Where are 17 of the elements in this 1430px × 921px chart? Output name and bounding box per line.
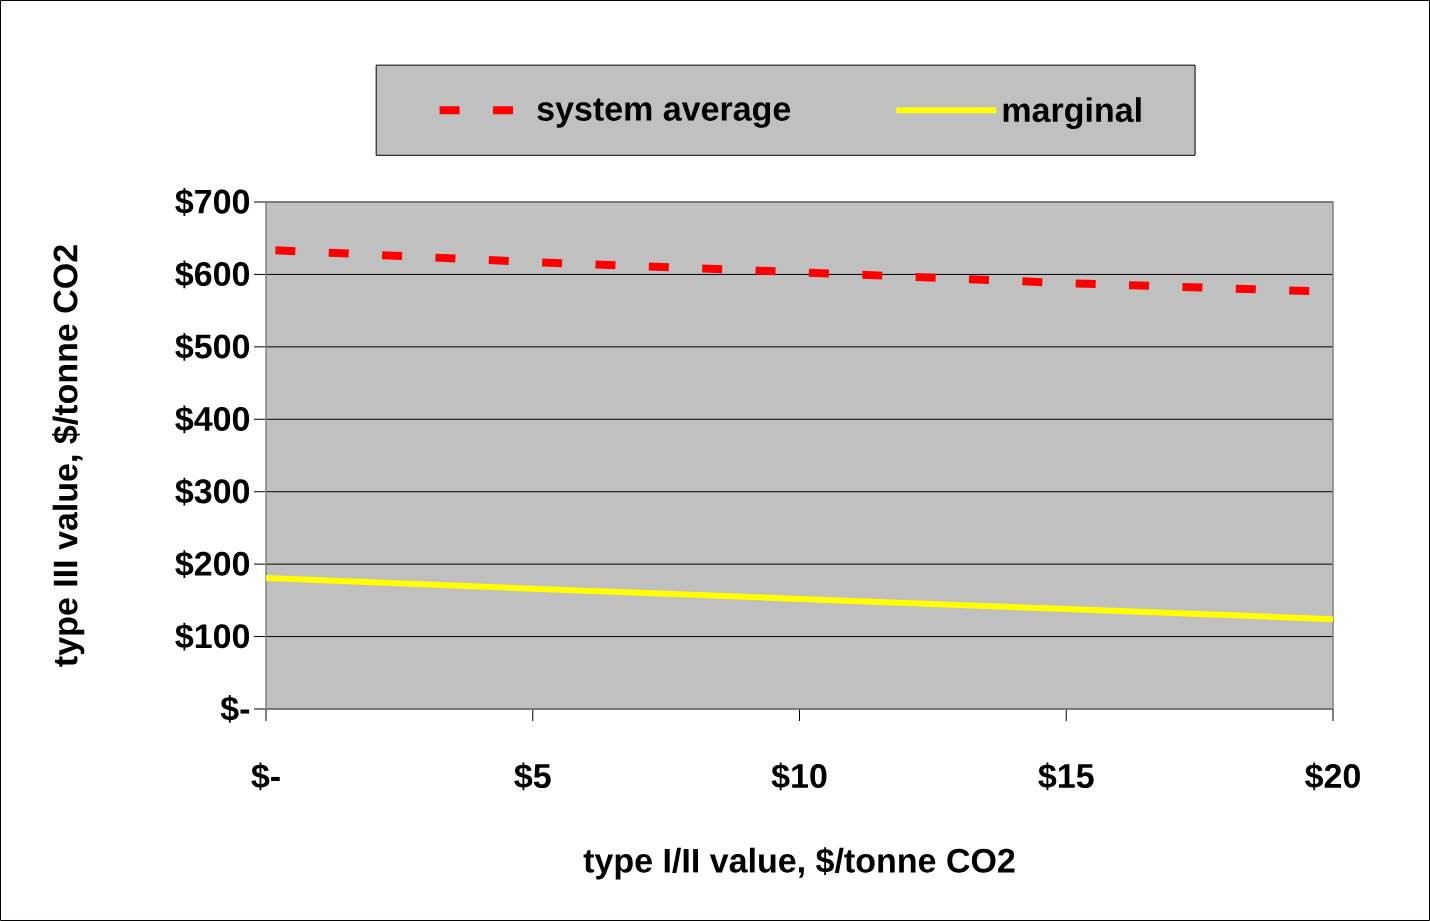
y-tick-label: $400 [175,405,250,434]
x-tick-label: $15 [1038,762,1094,791]
y-tick-label: $500 [175,332,250,361]
y-tick-label: $600 [175,260,250,289]
y-tick-label: $700 [175,188,250,216]
y-tick-label: $100 [175,622,250,651]
y-tick-label: $300 [175,477,250,506]
x-tick-label: $- [251,762,280,791]
y-tick-label: $200 [175,550,250,579]
x-tick-label: $5 [514,762,551,791]
legend-label: marginal [1003,97,1141,129]
x-axis-title: type I/II value, $/tonne CO2 [583,847,1015,880]
y-tick-label: $- [220,695,250,723]
legend-label: system average [537,98,791,128]
x-tick-label: $10 [771,762,827,791]
x-tick-label: $20 [1305,762,1360,791]
y-axis-title: type III value, $/tonne CO2 [51,245,85,667]
